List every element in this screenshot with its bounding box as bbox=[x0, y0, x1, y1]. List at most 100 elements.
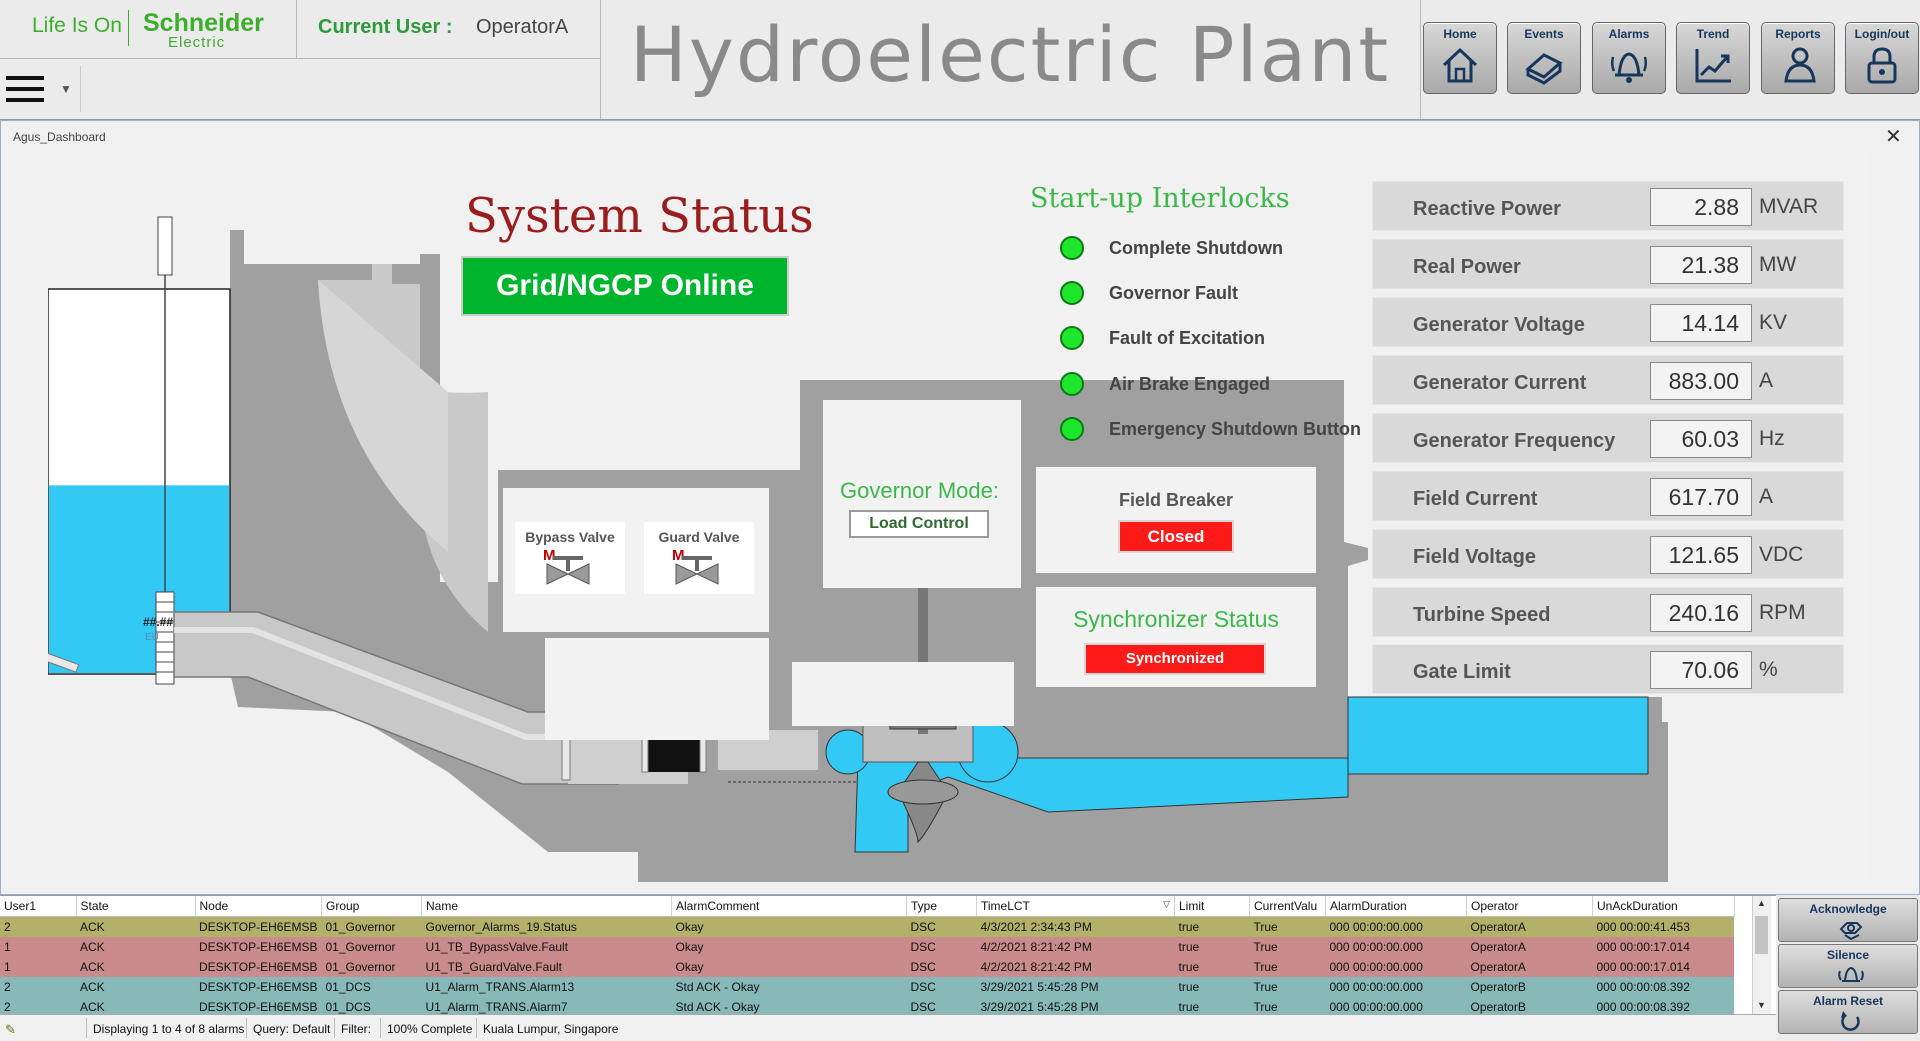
brand-divider bbox=[128, 10, 129, 46]
window-title: Agus_Dashboard bbox=[13, 130, 106, 144]
alarm-cell: 000 00:00:00.000 bbox=[1329, 1000, 1423, 1014]
col-header[interactable]: Limit bbox=[1174, 896, 1250, 917]
alarm-cell: DSC bbox=[910, 980, 936, 994]
col-header[interactable]: State bbox=[76, 896, 196, 917]
meas-unit: MW bbox=[1759, 253, 1797, 276]
col-header[interactable]: User1 bbox=[0, 896, 77, 917]
alarm-cell: 01_Governor bbox=[325, 920, 396, 934]
home-icon bbox=[1442, 47, 1478, 83]
nav-reports-button[interactable]: Reports bbox=[1761, 22, 1835, 94]
guard-valve[interactable]: Guard Valve M bbox=[644, 522, 754, 594]
alarm-cell: OperatorA bbox=[1470, 960, 1526, 974]
alarm-row[interactable]: 2 ACK DESKTOP-EH6EMSB 01_DCS U1_Alarm_TRANS.… bbox=[0, 977, 1735, 997]
meas-gate-limit: Gate Limit 70.06% bbox=[1372, 644, 1844, 694]
meas-label: Real Power bbox=[1413, 256, 1521, 278]
alarm-scrollbar[interactable]: ▲ ▼ bbox=[1752, 896, 1771, 1014]
guard-valve-label: Guard Valve bbox=[658, 529, 740, 545]
alarm-cell: ACK bbox=[80, 920, 105, 934]
alarm-cell: 2 bbox=[4, 980, 11, 994]
governor-panel bbox=[823, 400, 1021, 588]
acknowledge-button[interactable]: Acknowledge bbox=[1778, 898, 1918, 942]
meas-value: 14.14 bbox=[1650, 304, 1752, 342]
status-location: Kuala Lumpur, Singapore bbox=[483, 1022, 619, 1036]
menu-dropdown-icon[interactable]: ▼ bbox=[60, 82, 72, 96]
col-header[interactable]: AlarmComment bbox=[671, 896, 907, 917]
col-header[interactable]: Name bbox=[421, 896, 672, 917]
reservoir-level-unit: EU bbox=[145, 632, 159, 643]
meas-label: Turbine Speed bbox=[1413, 604, 1551, 626]
bypass-valve[interactable]: Bypass Valve M bbox=[515, 522, 625, 594]
close-icon[interactable]: ✕ bbox=[1885, 126, 1902, 148]
hamburger-menu-icon[interactable] bbox=[6, 76, 44, 104]
nav-trend-button[interactable]: Trend bbox=[1676, 22, 1750, 94]
alarm-table: User1 State Node Group Name AlarmComment… bbox=[0, 896, 1735, 1017]
meas-value: 240.16 bbox=[1650, 594, 1752, 632]
governor-mode-value[interactable]: Load Control bbox=[849, 510, 989, 538]
meas-label: Field Voltage bbox=[1413, 546, 1536, 568]
alarm-table-header: User1 State Node Group Name AlarmComment… bbox=[0, 896, 1735, 917]
meas-value: 21.38 bbox=[1650, 246, 1752, 284]
alarm-cell: 000 00:00:08.392 bbox=[1596, 1000, 1690, 1014]
meas-label: Field Current bbox=[1413, 488, 1538, 510]
alarm-cell: ACK bbox=[80, 960, 105, 974]
motor-valve-icon: M bbox=[543, 547, 590, 585]
interlock-label: Complete Shutdown bbox=[1109, 238, 1283, 258]
level-gauge-float bbox=[157, 216, 173, 276]
col-header[interactable]: Type bbox=[906, 896, 977, 917]
acknowledge-icon bbox=[1839, 922, 1863, 941]
nav-events-button[interactable]: Events bbox=[1507, 22, 1581, 94]
pipe-window-panel bbox=[545, 638, 769, 740]
col-header-label: TimeLCT bbox=[980, 899, 1030, 913]
alarm-cell: True bbox=[1253, 920, 1278, 934]
col-header[interactable]: Node bbox=[195, 896, 322, 917]
meas-value: 2.88 bbox=[1650, 188, 1752, 226]
nav-home-button[interactable]: Home bbox=[1423, 22, 1497, 94]
meas-unit: Hz bbox=[1759, 427, 1785, 450]
meas-unit: VDC bbox=[1759, 543, 1804, 566]
nav-login-button[interactable]: Login/out bbox=[1845, 22, 1919, 94]
col-header[interactable]: CurrentValu bbox=[1249, 896, 1326, 917]
alarm-cell: 01_DCS bbox=[325, 1000, 371, 1014]
nav-alarms-button[interactable]: Alarms bbox=[1592, 22, 1666, 94]
status-progress: 100% Complete bbox=[387, 1022, 473, 1036]
alarm-cell: 3/29/2021 5:45:28 PM bbox=[980, 1000, 1099, 1014]
alarm-bell-icon bbox=[1610, 52, 1648, 83]
scroll-up-icon[interactable]: ▲ bbox=[1757, 898, 1766, 908]
bypass-valve-label: Bypass Valve bbox=[525, 529, 615, 545]
alarm-cell: OperatorA bbox=[1470, 920, 1526, 934]
scroll-thumb[interactable] bbox=[1755, 916, 1768, 954]
alarm-reset-button[interactable]: Alarm Reset bbox=[1778, 990, 1918, 1034]
interlock-label: Fault of Excitation bbox=[1109, 328, 1266, 348]
col-header-sorted[interactable]: TimeLCT ▽ bbox=[976, 896, 1175, 917]
alarm-cell: 1 bbox=[4, 940, 11, 954]
alarm-cell: DSC bbox=[910, 960, 936, 974]
alarm-row[interactable]: 2 ACK DESKTOP-EH6EMSB 01_DCS U1_Alarm_TRANS.… bbox=[0, 997, 1735, 1017]
col-header[interactable]: UnAckDuration bbox=[1592, 896, 1735, 917]
alarm-cell: U1_Alarm_TRANS.Alarm13 bbox=[425, 980, 575, 994]
scroll-down-icon[interactable]: ▼ bbox=[1757, 1000, 1766, 1010]
alarm-cell: True bbox=[1253, 980, 1278, 994]
alarm-cell: True bbox=[1253, 940, 1278, 954]
meas-label: Gate Limit bbox=[1413, 661, 1511, 683]
alarm-cell: 000 00:00:00.000 bbox=[1329, 980, 1423, 994]
col-header[interactable]: Group bbox=[321, 896, 422, 917]
alarm-cell: 000 00:00:41.453 bbox=[1596, 920, 1690, 934]
alarm-row[interactable]: 1 ACK DESKTOP-EH6EMSB 01_Governor U1_TB_Guar… bbox=[0, 957, 1735, 977]
nav-reports-label: Reports bbox=[1775, 27, 1821, 41]
alarm-cell: Governor_Alarms_19.Status bbox=[425, 920, 577, 934]
col-header[interactable]: AlarmDuration bbox=[1325, 896, 1467, 917]
alarm-cell: Std ACK - Okay bbox=[675, 980, 760, 994]
alarm-row[interactable]: 2 ACK DESKTOP-EH6EMSB 01_Governor Governor_A… bbox=[0, 916, 1735, 937]
meas-unit: A bbox=[1759, 485, 1774, 508]
alarm-cell: DESKTOP-EH6EMSB bbox=[199, 980, 318, 994]
acknowledge-label: Acknowledge bbox=[1809, 902, 1887, 916]
alarm-row[interactable]: 1 ACK DESKTOP-EH6EMSB 01_Governor U1_TB_Bypa… bbox=[0, 937, 1735, 957]
status-filter: Filter: bbox=[341, 1022, 371, 1036]
alarm-cell: 000 00:00:17.014 bbox=[1596, 940, 1690, 954]
alarm-cell: 4/2/2021 8:21:42 PM bbox=[980, 940, 1092, 954]
alarm-cell: 01_DCS bbox=[325, 980, 371, 994]
col-header[interactable]: Operator bbox=[1466, 896, 1593, 917]
meas-unit: % bbox=[1759, 658, 1778, 681]
silence-button[interactable]: Silence bbox=[1778, 944, 1918, 988]
meas-value: 617.70 bbox=[1650, 478, 1752, 516]
